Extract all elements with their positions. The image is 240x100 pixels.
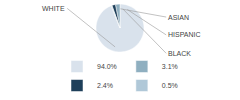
svg-text:3.1%: 3.1% bbox=[162, 63, 178, 70]
svg-text:HISPANIC: HISPANIC bbox=[168, 31, 201, 38]
svg-text:94.0%: 94.0% bbox=[97, 63, 117, 70]
svg-text:0.5%: 0.5% bbox=[162, 82, 178, 89]
svg-text:2.4%: 2.4% bbox=[97, 82, 113, 89]
svg-text:ASIAN: ASIAN bbox=[168, 14, 189, 21]
svg-text:BLACK: BLACK bbox=[168, 50, 191, 57]
svg-text:WHITE: WHITE bbox=[42, 5, 65, 12]
